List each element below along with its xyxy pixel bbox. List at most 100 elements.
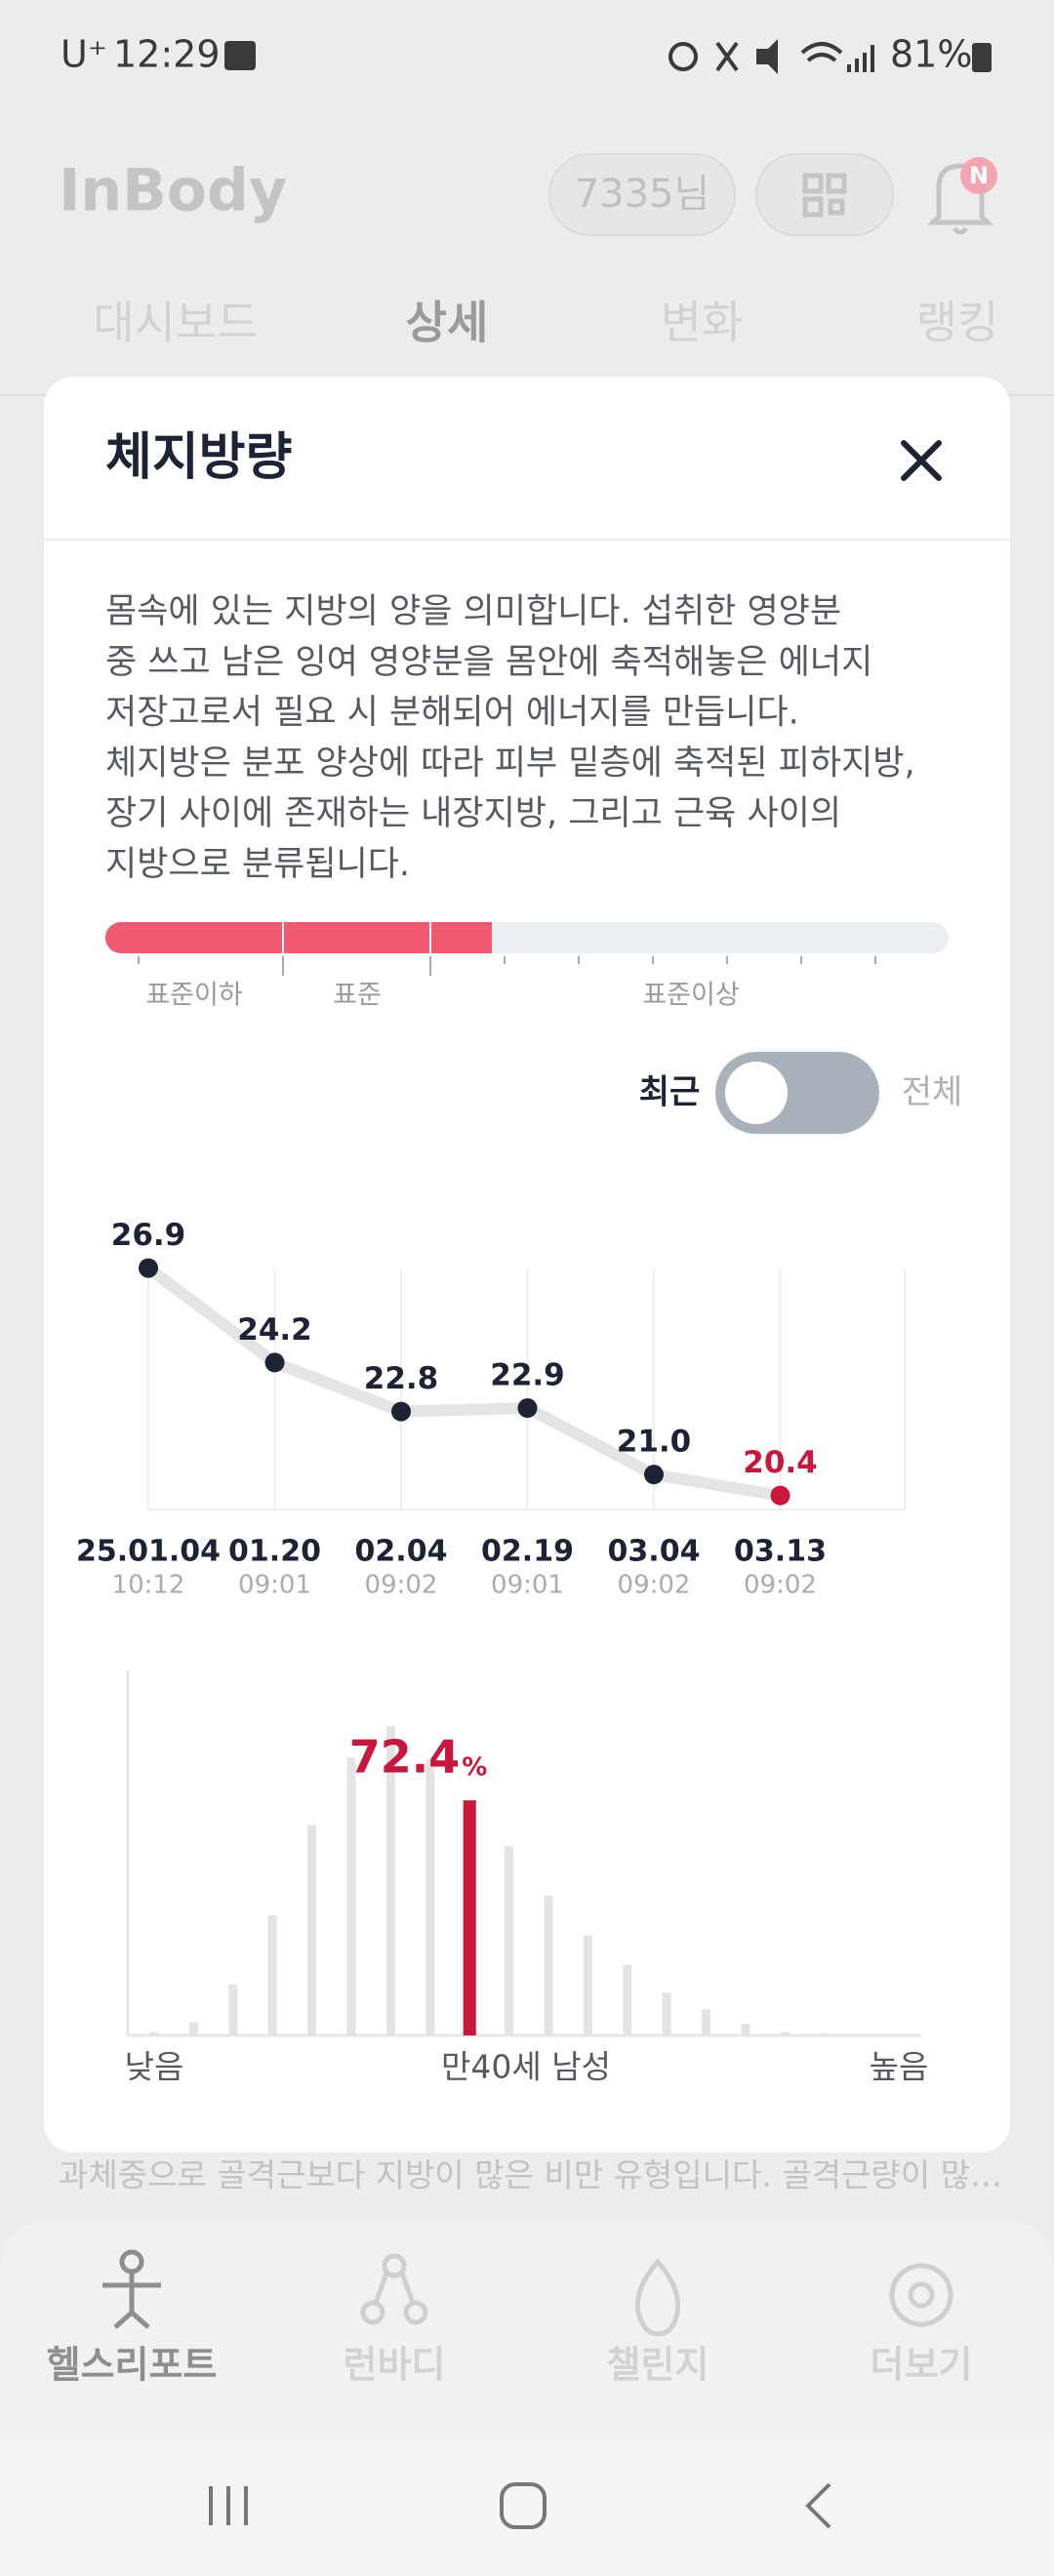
bar (505, 1846, 514, 2035)
trend-line (142, 1262, 787, 1502)
value-label: 26.9 (111, 1218, 186, 1253)
logo: InBody (59, 157, 287, 225)
x-axis-label: 낮음 (125, 2048, 184, 2086)
bar (188, 2022, 198, 2035)
range-fill (105, 922, 492, 953)
bar (702, 2009, 711, 2035)
annotation-unit: % (462, 1753, 487, 1783)
recent-button[interactable] (209, 2486, 248, 2525)
bar (385, 1726, 395, 2035)
bar (623, 1964, 632, 2035)
description-line: 지방으로 분류됩니다. (105, 845, 410, 884)
badge (960, 157, 997, 194)
bar (544, 1895, 553, 2035)
bar (346, 1757, 356, 2035)
wifi-icon (800, 42, 843, 62)
tab[interactable]: 변화 (661, 297, 744, 349)
data-point (517, 1398, 538, 1419)
tab[interactable]: 상세 (406, 297, 489, 349)
battery-icon (972, 43, 992, 72)
home-button[interactable] (500, 2482, 547, 2529)
range-label: 표준이하 (145, 981, 243, 1011)
x-tick-sublabel: 09:01 (491, 1571, 564, 1600)
bar (741, 2024, 750, 2035)
user-pill[interactable] (548, 153, 736, 236)
gallery-icon (224, 41, 256, 70)
x-tick-sublabel: 09:02 (618, 1571, 691, 1600)
nav-icon (102, 2249, 161, 2329)
range-ticks (138, 956, 876, 976)
x-tick-sublabel: 09:01 (238, 1571, 311, 1600)
description-line: 체지방은 분포 양상에 따라 피부 밑층에 축적된 피하지방, (105, 744, 915, 783)
nav-icon (889, 2263, 953, 2327)
x-tick-label: 02.04 (355, 1535, 448, 1569)
range-label: 표준이상 (642, 981, 739, 1011)
battery: 81% (890, 33, 972, 76)
value-label: 22.8 (364, 1361, 439, 1396)
nav-label[interactable]: 헬스리포트 (47, 2344, 218, 2387)
bar (426, 1758, 435, 2035)
qr-button[interactable] (755, 153, 894, 236)
nav-icon (634, 2258, 681, 2337)
carrier: U⁺ (61, 33, 107, 76)
bar (662, 1992, 671, 2035)
data-point (644, 1465, 664, 1485)
description-line: 몸속에 있는 지방의 양을 의미합니다. 섭취한 영양분 (105, 592, 841, 631)
x-tick-label: 01.20 (228, 1535, 321, 1569)
range-label: 표준 (333, 981, 382, 1011)
nav-icon (360, 2253, 428, 2325)
user-name: 7335님 (575, 172, 710, 217)
x-tick-label: 03.04 (608, 1535, 701, 1569)
value-label: 22.9 (490, 1358, 565, 1393)
x-tick-label: 02.19 (481, 1535, 574, 1569)
data-point (391, 1401, 411, 1422)
bar (228, 1984, 238, 2035)
value-label: 21.0 (617, 1425, 692, 1460)
back-button[interactable] (805, 2482, 831, 2529)
toggle-knob (725, 1062, 788, 1124)
nav-label[interactable]: 챌린지 (607, 2344, 709, 2387)
bar (267, 1915, 277, 2035)
description-line: 중 쓰고 남은 잉여 영양분을 몸안에 축적해놓은 에너지 (105, 643, 872, 682)
data-point (770, 1485, 790, 1506)
bottom-nav (0, 2220, 1054, 2438)
bar (149, 2032, 159, 2035)
value-label: 20.4 (743, 1445, 818, 1480)
summary-text: 과체중으로 골격근보다 지방이 많은 비만 유형입니다. 골격근량이 많… (59, 2156, 1002, 2194)
toggle-right[interactable]: 전체 (902, 1073, 963, 1112)
x-tick-sublabel: 10:12 (112, 1571, 185, 1600)
toggle-left[interactable]: 최근 (639, 1073, 701, 1112)
description-line: 장기 사이에 존재하는 내장지방, 그리고 근육 사이의 (105, 794, 841, 833)
tab[interactable]: 대시보드 (93, 297, 258, 349)
signal-icon (847, 45, 874, 72)
annotation: 72.4 (349, 1731, 461, 1784)
nav-label[interactable]: 런바디 (344, 2344, 446, 2387)
bar (463, 1800, 476, 2035)
range-separators (282, 922, 431, 953)
bar (307, 1825, 317, 2035)
tab[interactable]: 랭킹 (916, 297, 999, 349)
bar (780, 2032, 790, 2035)
x-tick-sublabel: 09:02 (744, 1571, 817, 1600)
nav-label[interactable]: 더보기 (871, 2344, 973, 2387)
mute-icon (756, 39, 778, 74)
modal-title: 체지방량 (105, 428, 292, 487)
system-nav (0, 2438, 1054, 2576)
value-label: 24.2 (237, 1312, 312, 1348)
bar (583, 1935, 592, 2035)
description-line: 저장고로서 필요 시 분해되어 에너지를 만듭니다. (105, 694, 799, 733)
bar (820, 2033, 830, 2035)
time: 12:29 (113, 33, 221, 76)
x-tick-sublabel: 09:02 (365, 1571, 438, 1600)
charts: 26.925.01.0410:1224.201.2009:0122.802.04… (76, 1218, 928, 2085)
qr-icon (802, 173, 847, 218)
badge-text: N (969, 162, 989, 189)
close-button[interactable] (901, 440, 942, 481)
alarm-icon (669, 42, 698, 71)
data-point (264, 1352, 285, 1373)
data-point (139, 1258, 158, 1278)
bt-icon (715, 41, 739, 72)
